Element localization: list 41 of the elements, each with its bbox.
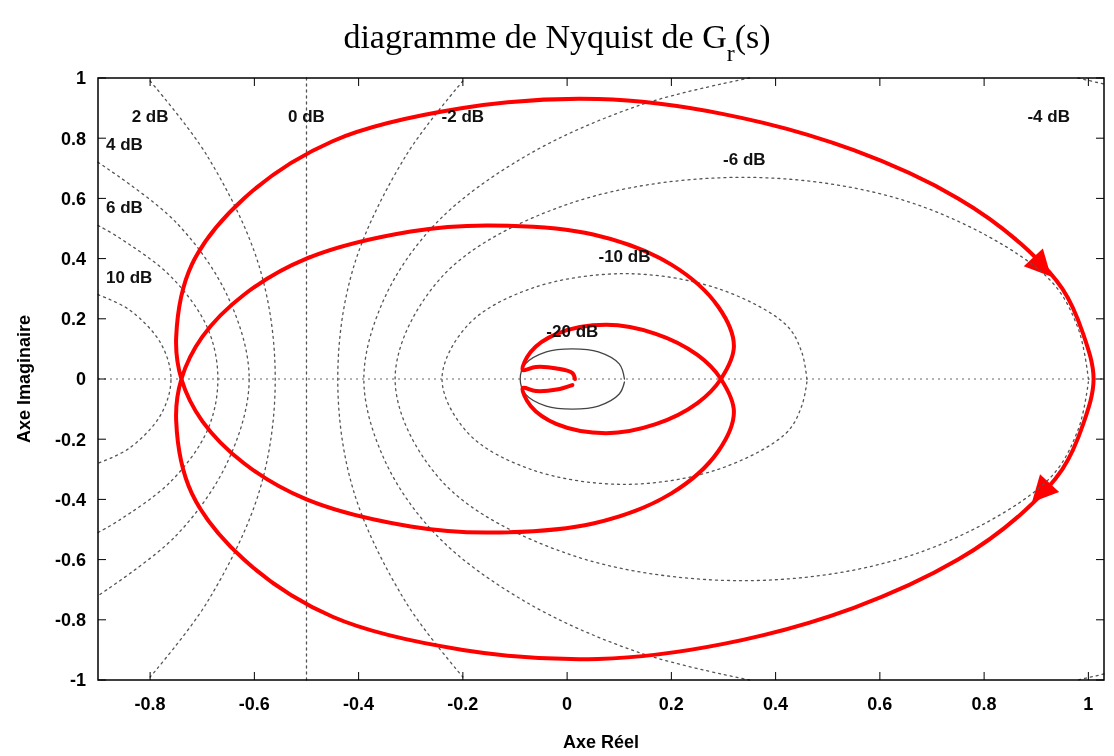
series-label: 0 dB bbox=[288, 107, 325, 126]
line-series bbox=[394, 176, 1090, 582]
line-series bbox=[519, 348, 626, 410]
y-tick-label: 0.6 bbox=[60, 188, 86, 209]
x-tick-label: 1 bbox=[1083, 694, 1094, 714]
y-tick-label: 0 bbox=[75, 369, 86, 390]
y-tick-label: 0.8 bbox=[60, 128, 86, 149]
y-axis-title: Axe Imaginaire bbox=[14, 314, 34, 444]
line-series bbox=[97, 224, 219, 534]
series-label: -6 dB bbox=[723, 150, 766, 170]
series-label: -4 dB bbox=[1027, 107, 1070, 126]
x-tick-label: 0.4 bbox=[763, 694, 789, 714]
x-tick-label: -0.8 bbox=[134, 694, 166, 714]
series-label: -2 dB bbox=[441, 107, 485, 126]
y-tick-label: -0.4 bbox=[54, 489, 86, 510]
line-series bbox=[97, 161, 250, 597]
x-tick-label: -0.2 bbox=[447, 694, 479, 714]
series-label: 2 dB bbox=[131, 107, 169, 126]
x-tick-label: 0.6 bbox=[867, 694, 893, 714]
x-axis-title: Axe Réel bbox=[562, 732, 640, 752]
y-tick-label: -1 bbox=[69, 670, 86, 691]
x-tick-label: 0.2 bbox=[658, 694, 684, 714]
series-label: -10 dB bbox=[598, 246, 651, 266]
line-series bbox=[97, 294, 172, 464]
line-series bbox=[337, 80, 464, 678]
x-tick-label: -0.4 bbox=[343, 694, 375, 714]
line-series bbox=[441, 273, 808, 485]
series-label: 10 dB bbox=[106, 267, 153, 287]
y-tick-label: 0.4 bbox=[60, 248, 86, 269]
series-label: 4 dB bbox=[106, 135, 143, 155]
y-tick-label: 0.2 bbox=[60, 309, 86, 330]
x-tick-label: 0 bbox=[562, 694, 573, 714]
y-tick-label: -0.8 bbox=[54, 610, 86, 631]
series-label: 6 dB bbox=[106, 198, 143, 218]
x-tick-label: -0.6 bbox=[238, 694, 270, 714]
y-tick-label: -0.2 bbox=[54, 429, 86, 450]
y-tick-label: -0.6 bbox=[54, 549, 86, 570]
chart-title: diagramme de Nyquist de G$_{r}$(s) bbox=[343, 18, 771, 66]
x-tick-label: 0.8 bbox=[971, 694, 997, 714]
line-series bbox=[174, 96, 1096, 661]
y-tick-label: 1 bbox=[75, 68, 86, 89]
